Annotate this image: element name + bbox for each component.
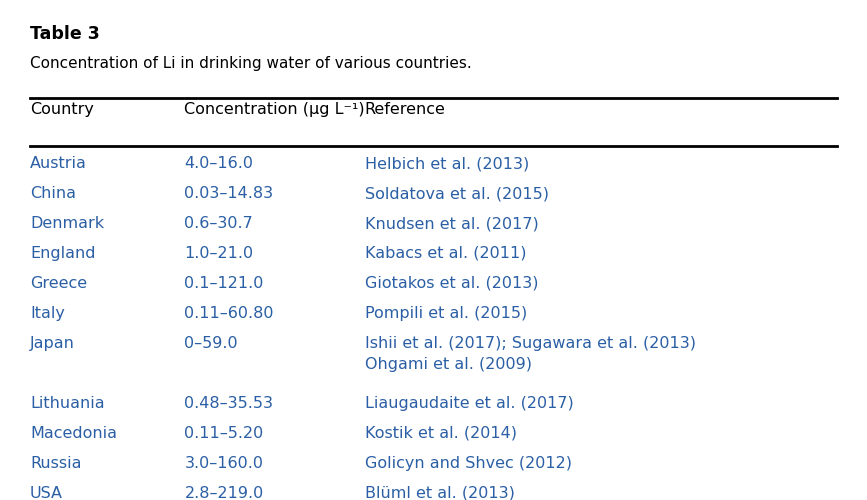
Text: 2.8–219.0: 2.8–219.0	[185, 486, 264, 500]
Text: Ishii et al. (2017); Sugawara et al. (2013)
Ohgami et al. (2009): Ishii et al. (2017); Sugawara et al. (20…	[365, 336, 696, 372]
Text: 3.0–160.0: 3.0–160.0	[185, 456, 264, 471]
Text: Kabacs et al. (2011): Kabacs et al. (2011)	[365, 246, 526, 261]
Text: 0–59.0: 0–59.0	[185, 336, 238, 351]
Text: 1.0–21.0: 1.0–21.0	[185, 246, 254, 261]
Text: Blüml et al. (2013): Blüml et al. (2013)	[365, 486, 515, 500]
Text: 4.0–16.0: 4.0–16.0	[185, 156, 253, 171]
Text: Pompili et al. (2015): Pompili et al. (2015)	[365, 306, 527, 321]
Text: 0.6–30.7: 0.6–30.7	[185, 216, 253, 231]
Text: Lithuania: Lithuania	[30, 396, 105, 411]
Text: Denmark: Denmark	[30, 216, 104, 231]
Text: Greece: Greece	[30, 276, 87, 291]
Text: 0.03–14.83: 0.03–14.83	[185, 186, 274, 201]
Text: Liaugaudaite et al. (2017): Liaugaudaite et al. (2017)	[365, 396, 574, 411]
Text: Soldatova et al. (2015): Soldatova et al. (2015)	[365, 186, 549, 201]
Text: 0.11–5.20: 0.11–5.20	[185, 426, 264, 441]
Text: Giotakos et al. (2013): Giotakos et al. (2013)	[365, 276, 538, 291]
Text: Knudsen et al. (2017): Knudsen et al. (2017)	[365, 216, 538, 231]
Text: Table 3: Table 3	[30, 25, 100, 43]
Text: 0.48–35.53: 0.48–35.53	[185, 396, 273, 411]
Text: 0.11–60.80: 0.11–60.80	[185, 306, 274, 321]
Text: Macedonia: Macedonia	[30, 426, 117, 441]
Text: Russia: Russia	[30, 456, 81, 471]
Text: Italy: Italy	[30, 306, 65, 321]
Text: Concentration (μg L⁻¹): Concentration (μg L⁻¹)	[185, 102, 365, 117]
Text: England: England	[30, 246, 95, 261]
Text: Kostik et al. (2014): Kostik et al. (2014)	[365, 426, 517, 441]
Text: Japan: Japan	[30, 336, 75, 351]
Text: Country: Country	[30, 102, 94, 117]
Text: Austria: Austria	[30, 156, 87, 171]
Text: Reference: Reference	[365, 102, 446, 117]
Text: China: China	[30, 186, 76, 201]
Text: 0.1–121.0: 0.1–121.0	[185, 276, 264, 291]
Text: Golicyn and Shvec (2012): Golicyn and Shvec (2012)	[365, 456, 572, 471]
Text: Helbich et al. (2013): Helbich et al. (2013)	[365, 156, 529, 171]
Text: USA: USA	[30, 486, 63, 500]
Text: Concentration of Li in drinking water of various countries.: Concentration of Li in drinking water of…	[30, 56, 472, 71]
